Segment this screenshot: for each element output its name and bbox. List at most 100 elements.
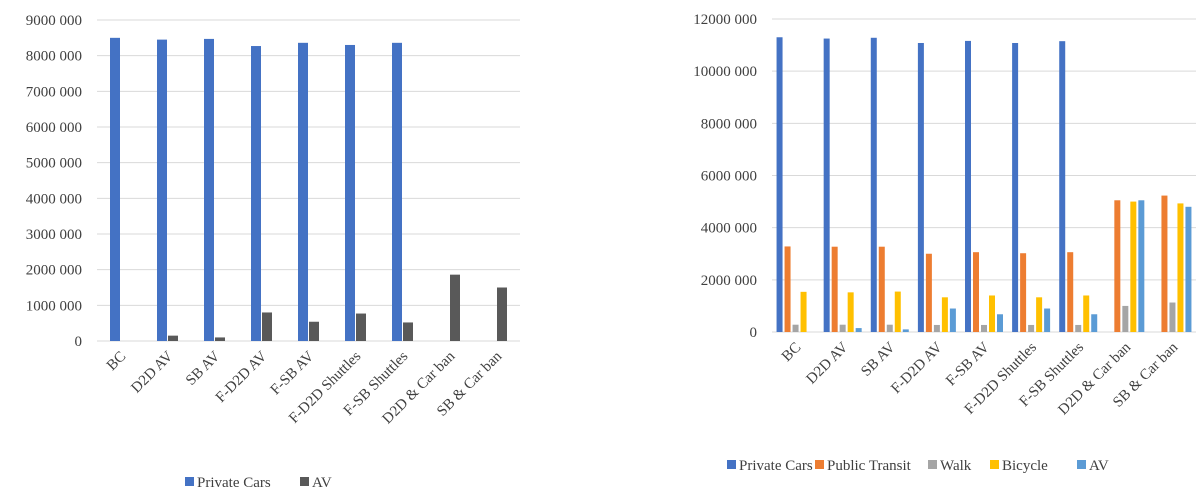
bar-private-cars-f-sb-shuttles: [1059, 41, 1066, 332]
y-tick-label: 4000 000: [26, 191, 82, 207]
y-tick-label: 7000 000: [26, 84, 82, 100]
bar-walk-d2d-car-ban: [1122, 305, 1129, 332]
y-tick-label: 8000 000: [701, 116, 757, 132]
x-tick-label: F-D2D AV: [213, 348, 271, 406]
bar-av-f-sb-shuttles: [403, 322, 413, 341]
bar-av-d2d-av: [168, 335, 178, 341]
bar-av-sb-car-ban: [497, 287, 507, 341]
bar-private-cars-bc: [110, 37, 120, 341]
bar-bicycle-sb-car-ban: [1177, 203, 1184, 332]
y-tick-label: 3000 000: [26, 227, 82, 243]
bar-private-cars-bc: [776, 37, 783, 333]
legend-item-public-transit: Public Transit: [815, 458, 912, 474]
bar-private-cars-sb-av: [870, 37, 877, 332]
bar-bicycle-d2d-car-ban: [1130, 201, 1137, 332]
bar-walk-f-sb-shuttles: [1075, 324, 1082, 332]
bar-private-cars-f-d2d-shuttles: [345, 44, 355, 341]
legend-swatch: [727, 460, 736, 469]
bar-walk-sb-av: [886, 324, 893, 332]
legend-swatch: [928, 460, 937, 469]
legend-swatch: [990, 460, 999, 469]
bar-bicycle-d2d-av: [847, 292, 854, 332]
bar-av-sb-av: [215, 337, 225, 341]
x-tick-label: F-D2D AV: [888, 339, 946, 397]
x-tick-label: SB AV: [183, 348, 223, 388]
bar-walk-d2d-av: [839, 324, 846, 332]
x-tick-label: BC: [104, 349, 129, 374]
bar-av-f-sb-av: [309, 321, 319, 341]
bar-bicycle-sb-av: [894, 291, 901, 332]
bar-public-transit-f-sb-shuttles: [1067, 252, 1074, 332]
bar-bicycle-f-sb-shuttles: [1083, 295, 1090, 332]
chart-mode-split: 0 2000 000 4000 000 6000 000 8000 000 10000 0…: [693, 12, 1196, 474]
bar-walk-f-sb-av: [981, 324, 987, 332]
legend-item-av: AV: [1077, 458, 1109, 474]
legend-label: Private Cars: [197, 475, 271, 491]
legend-item-walk: Walk: [928, 458, 972, 474]
bar-public-transit-bc: [784, 246, 791, 332]
bar-av-sb-av: [902, 329, 909, 332]
bar-av-f-sb-av: [997, 314, 1003, 332]
bar-private-cars-f-d2d-shuttles: [1012, 42, 1019, 332]
bar-private-cars-d2d-av: [823, 38, 830, 332]
legend-label: Walk: [940, 458, 972, 474]
bar-walk-f-d2d-av: [933, 324, 940, 332]
bar-private-cars-f-sb-shuttles: [392, 42, 402, 342]
bar-public-transit-sb-av: [878, 246, 885, 332]
legend-item-private-cars: Private Cars: [727, 458, 813, 474]
bar-private-cars-d2d-av: [157, 39, 167, 341]
bar-public-transit-sb-car-ban: [1161, 195, 1168, 332]
bar-private-cars-f-d2d-av: [917, 42, 924, 332]
bar-av-f-d2d-av: [949, 308, 956, 332]
bar-av-f-d2d-shuttles: [356, 313, 366, 341]
bar-bicycle-bc: [800, 291, 807, 332]
bar-bicycle-f-sb-av: [989, 295, 995, 332]
y-tick-label: 6000 000: [26, 120, 82, 136]
legend-label: AV: [312, 475, 332, 491]
y-tick-label: 0: [750, 325, 758, 341]
bar-private-cars-f-d2d-av: [251, 46, 261, 341]
bar-private-cars-sb-av: [204, 38, 214, 342]
bar-bicycle-f-d2d-shuttles: [1036, 297, 1043, 332]
bar-av-f-d2d-shuttles: [1044, 308, 1051, 332]
legend-item-bicycle: Bicycle: [990, 458, 1048, 474]
y-tick-label: 12000 000: [693, 12, 757, 28]
y-tick-label: 4000 000: [701, 221, 757, 237]
x-tick-label: BC: [779, 340, 804, 365]
bar-walk-sb-car-ban: [1169, 302, 1176, 332]
bar-av-sb-car-ban: [1185, 206, 1192, 332]
legend-swatch: [815, 460, 824, 469]
bar-av-f-d2d-av: [262, 312, 272, 341]
bar-public-transit-f-sb-av: [973, 252, 979, 332]
bar-av-d2d-car-ban: [1138, 200, 1145, 332]
x-tick-label: D2D AV: [128, 348, 176, 396]
legend-label: Public Transit: [827, 458, 912, 474]
bar-public-transit-f-d2d-av: [925, 253, 932, 332]
x-tick-label: D2D AV: [804, 339, 852, 387]
bar-public-transit-d2d-car-ban: [1114, 200, 1121, 332]
y-tick-label: 8000 000: [26, 49, 82, 65]
legend-swatch: [300, 477, 309, 486]
y-tick-label: 9000 000: [26, 13, 82, 29]
bar-walk-f-d2d-shuttles: [1028, 324, 1035, 332]
legend-item-private-cars: Private Cars: [185, 475, 271, 491]
y-tick-label: 6000 000: [701, 169, 757, 185]
bar-walk-bc: [792, 324, 799, 332]
y-tick-label: 2000 000: [701, 273, 757, 289]
bar-public-transit-d2d-av: [831, 246, 838, 332]
y-tick-label: 2000 000: [26, 263, 82, 279]
legend-item-av: AV: [300, 475, 332, 491]
bar-av-d2d-car-ban: [450, 274, 460, 341]
y-tick-label: 10000 000: [693, 64, 757, 80]
legend-label: Private Cars: [739, 458, 813, 474]
legend-swatch: [185, 477, 194, 486]
bar-public-transit-f-d2d-shuttles: [1020, 253, 1027, 332]
bar-bicycle-f-d2d-av: [941, 297, 948, 332]
y-tick-label: 1000 000: [26, 298, 82, 314]
legend-swatch: [1077, 460, 1086, 469]
chart-private-cars-vs-av: 0 1000 000 2000 000 3000 000 4000 000 5000 00…: [26, 13, 520, 491]
y-tick-label: 0: [75, 334, 83, 350]
bar-av-d2d-av: [855, 328, 862, 332]
legend-label: AV: [1089, 458, 1109, 474]
bar-private-cars-f-sb-av: [298, 42, 308, 342]
